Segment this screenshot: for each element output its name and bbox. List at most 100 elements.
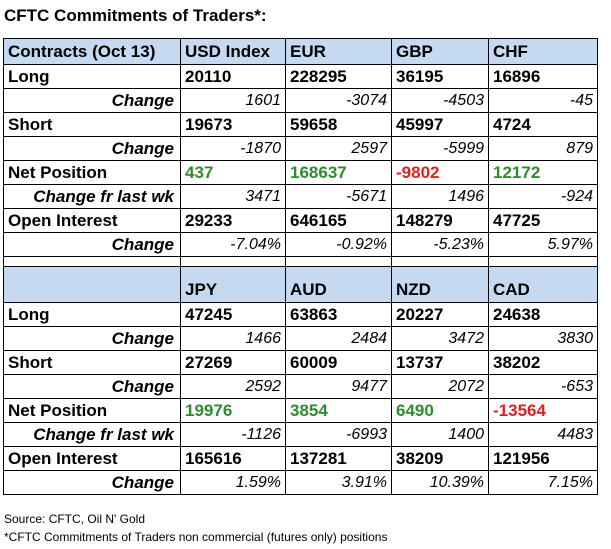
cell: 228295 xyxy=(285,64,392,89)
net-value: 437 xyxy=(180,160,286,185)
row-label: Net Position xyxy=(3,160,181,185)
table-row-short-change: Change -1870 2597 -5999 879 xyxy=(3,136,598,161)
net-value: 168637 xyxy=(285,160,392,185)
table-row-short: Short 19673 59658 45997 4724 xyxy=(3,112,598,137)
cell: 1400 xyxy=(391,422,489,447)
cell: 60009 xyxy=(285,350,392,375)
row-label: Long xyxy=(3,302,181,327)
cot-table: Contracts (Oct 13) USD Index EUR GBP CHF… xyxy=(3,38,598,495)
cell: 137281 xyxy=(285,446,392,471)
cell: 3830 xyxy=(488,326,598,351)
cell: -7.04% xyxy=(180,232,286,257)
net-value: -13564 xyxy=(488,398,598,423)
cell: 148279 xyxy=(391,208,489,233)
table-spacer-row xyxy=(3,256,598,267)
page-title: CFTC Commitments of Traders*: xyxy=(4,6,267,25)
cell: 47725 xyxy=(488,208,598,233)
currency-header: EUR xyxy=(285,38,392,65)
currency-header: CAD xyxy=(488,266,598,303)
net-value: 12172 xyxy=(488,160,598,185)
table-row-long: Long 47245 63863 20227 24638 xyxy=(3,302,598,327)
cell: 3471 xyxy=(180,184,286,209)
table-row-open-interest: Open Interest 29233 646165 148279 47725 xyxy=(3,208,598,233)
table-row-net-position: Net Position 19976 3854 6490 -13564 xyxy=(3,398,598,423)
source-note: Source: CFTC, Oil N' Gold xyxy=(4,512,145,526)
footnote: *CFTC Commitments of Traders non commerc… xyxy=(4,530,388,544)
cell: 165616 xyxy=(180,446,286,471)
currency-header: JPY xyxy=(180,266,286,303)
cell: 10.39% xyxy=(391,470,489,495)
cell: -5671 xyxy=(285,184,392,209)
cell: 24638 xyxy=(488,302,598,327)
net-value: 19976 xyxy=(180,398,286,423)
cell: 1601 xyxy=(180,88,286,113)
cell: 1.59% xyxy=(180,470,286,495)
currency-header: NZD xyxy=(391,266,489,303)
table-header-row-2: JPY AUD NZD CAD xyxy=(3,266,598,303)
table-row-net-change: Change fr last wk -1126 -6993 1400 4483 xyxy=(3,422,598,447)
cell: -5.23% xyxy=(391,232,489,257)
cell: -45 xyxy=(488,88,598,113)
currency-header: USD Index xyxy=(180,38,286,65)
cell: 16896 xyxy=(488,64,598,89)
table-row-net-change: Change fr last wk 3471 -5671 1496 -924 xyxy=(3,184,598,209)
currency-header: AUD xyxy=(285,266,392,303)
net-value: -9802 xyxy=(391,160,489,185)
cell: -1126 xyxy=(180,422,286,447)
row-label: Long xyxy=(3,64,181,89)
cell: 20110 xyxy=(180,64,286,89)
cell: 20227 xyxy=(391,302,489,327)
table-row-oi-change: Change -7.04% -0.92% -5.23% 5.97% xyxy=(3,232,598,257)
currency-header: CHF xyxy=(488,38,598,65)
cell: 5.97% xyxy=(488,232,598,257)
cell: -653 xyxy=(488,374,598,399)
cell: 38202 xyxy=(488,350,598,375)
cell: 879 xyxy=(488,136,598,161)
row-label: Open Interest xyxy=(3,208,181,233)
cell: 4724 xyxy=(488,112,598,137)
table-row-long-change: Change 1466 2484 3472 3830 xyxy=(3,326,598,351)
cell: 45997 xyxy=(391,112,489,137)
cell: 2072 xyxy=(391,374,489,399)
cell: 63863 xyxy=(285,302,392,327)
cell: 121956 xyxy=(488,446,598,471)
table-row-short: Short 27269 60009 13737 38202 xyxy=(3,350,598,375)
row-label: Short xyxy=(3,112,181,137)
row-label: Change xyxy=(3,232,181,257)
cell: 13737 xyxy=(391,350,489,375)
cell: 4483 xyxy=(488,422,598,447)
currency-header: GBP xyxy=(391,38,489,65)
row-label: Change xyxy=(3,88,181,113)
cell: 646165 xyxy=(285,208,392,233)
row-label: Net Position xyxy=(3,398,181,423)
table-row-net-position: Net Position 437 168637 -9802 12172 xyxy=(3,160,598,185)
row-label: Change fr last wk xyxy=(3,184,181,209)
header-label-empty xyxy=(3,266,181,303)
row-label: Open Interest xyxy=(3,446,181,471)
row-label: Change xyxy=(3,374,181,399)
cell: -3074 xyxy=(285,88,392,113)
cell: 3472 xyxy=(391,326,489,351)
cell: -5999 xyxy=(391,136,489,161)
net-value: 6490 xyxy=(391,398,489,423)
cell: 2484 xyxy=(285,326,392,351)
header-label: Contracts (Oct 13) xyxy=(3,38,181,65)
cell: 36195 xyxy=(391,64,489,89)
table-row-long-change: Change 1601 -3074 -4503 -45 xyxy=(3,88,598,113)
cell: -1870 xyxy=(180,136,286,161)
cell: 1466 xyxy=(180,326,286,351)
row-label: Short xyxy=(3,350,181,375)
cell: -6993 xyxy=(285,422,392,447)
cell: 2592 xyxy=(180,374,286,399)
cell: 29233 xyxy=(180,208,286,233)
cell: 7.15% xyxy=(488,470,598,495)
cell: 19673 xyxy=(180,112,286,137)
table-row-short-change: Change 2592 9477 2072 -653 xyxy=(3,374,598,399)
row-label: Change fr last wk xyxy=(3,422,181,447)
cell: 1496 xyxy=(391,184,489,209)
cell: 9477 xyxy=(285,374,392,399)
cell: -924 xyxy=(488,184,598,209)
row-label: Change xyxy=(3,136,181,161)
cell: 2597 xyxy=(285,136,392,161)
table-row-open-interest: Open Interest 165616 137281 38209 121956 xyxy=(3,446,598,471)
